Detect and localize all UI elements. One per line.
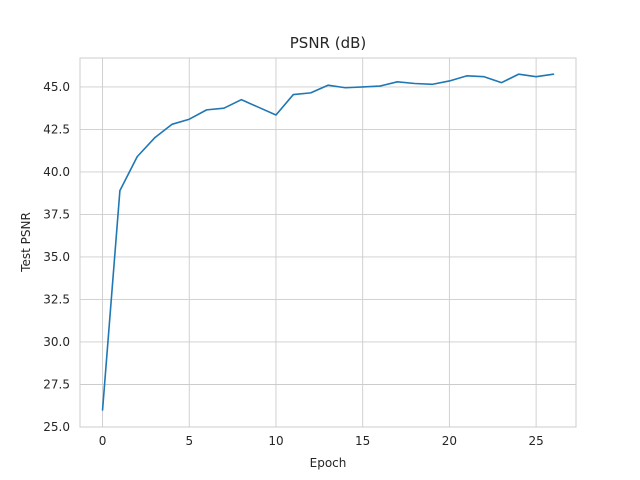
tick-layer: 0 5 10 15 20 25 25.0 27.5 30.0 32.5 35.0 37.5 40.0 42… [43,80,543,448]
y-tick-label: 27.5 [43,377,70,391]
chart-title: PSNR (dB) [290,34,367,52]
y-tick-label: 35.0 [43,250,70,264]
y-tick-label: 42.5 [43,122,70,136]
grid-layer [80,58,576,428]
y-tick-label: 32.5 [43,292,70,306]
x-tick-label: 20 [442,434,457,448]
x-tick-label: 5 [185,434,193,448]
y-axis-label: Test PSNR [19,212,33,273]
plot-frame [79,57,577,428]
x-tick-label: 0 [99,434,107,448]
y-tick-label: 37.5 [43,207,70,221]
x-axis-label: Epoch [310,456,347,470]
y-tick-label: 25.0 [43,420,70,434]
y-tick-label: 40.0 [43,165,70,179]
x-tick-label: 25 [528,434,543,448]
x-tick-label: 15 [355,434,370,448]
x-tick-label: 10 [268,434,283,448]
series-layer [101,73,555,411]
y-tick-label: 30.0 [43,335,70,349]
y-tick-label: 45.0 [43,80,70,94]
psnr-series-line [101,73,555,411]
